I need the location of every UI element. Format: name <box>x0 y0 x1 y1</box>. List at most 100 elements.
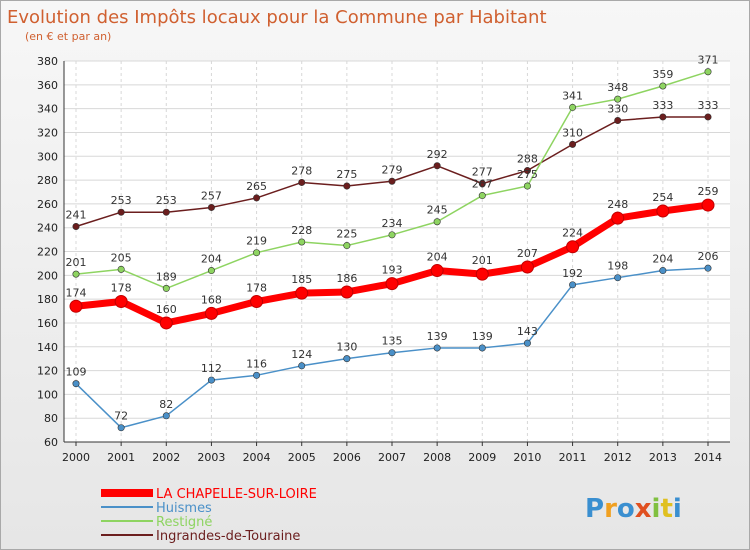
logo-letter: r <box>604 494 617 524</box>
y-tick-label: 280 <box>37 174 58 187</box>
data-point-ingrandes-de-touraine <box>569 140 577 148</box>
data-label-restign-: 245 <box>427 204 448 217</box>
data-point-huismes <box>478 344 486 352</box>
data-point-la-chapelle-sur-loire <box>69 299 83 313</box>
data-label-restign-: 348 <box>607 81 628 94</box>
data-label-huismes: 72 <box>114 410 128 423</box>
x-tick-label: 2003 <box>197 451 225 464</box>
y-tick-label: 360 <box>37 79 58 92</box>
x-tick-label: 2009 <box>468 451 496 464</box>
y-tick-label: 300 <box>37 150 58 163</box>
data-label-la-chapelle-sur-loire: 185 <box>291 273 312 286</box>
logo-letter: i <box>652 494 661 524</box>
data-point-ingrandes-de-touraine <box>207 203 215 211</box>
data-label-restign-: 225 <box>336 228 357 241</box>
data-point-restign- <box>478 192 486 200</box>
logo-letter: x <box>635 494 652 524</box>
y-tick-label: 260 <box>37 198 58 211</box>
data-point-restign- <box>117 265 125 273</box>
data-label-ingrandes-de-touraine: 275 <box>336 168 357 181</box>
data-point-la-chapelle-sur-loire <box>520 260 534 274</box>
data-label-restign-: 341 <box>562 89 583 102</box>
data-point-la-chapelle-sur-loire <box>204 306 218 320</box>
data-label-ingrandes-de-touraine: 257 <box>201 189 222 202</box>
series-layer <box>69 68 715 432</box>
x-tick-label: 2004 <box>243 451 271 464</box>
data-point-restign- <box>433 218 441 226</box>
data-label-ingrandes-de-touraine: 253 <box>111 194 132 207</box>
logo-letter: o <box>617 494 635 524</box>
y-tick-label: 320 <box>37 126 58 139</box>
data-label-restign-: 371 <box>698 54 719 67</box>
data-label-la-chapelle-sur-loire: 178 <box>246 282 267 295</box>
data-label-la-chapelle-sur-loire: 178 <box>111 282 132 295</box>
data-label-huismes: 135 <box>382 335 403 348</box>
data-point-restign- <box>162 284 170 292</box>
data-point-restign- <box>659 82 667 90</box>
data-point-restign- <box>253 249 261 257</box>
x-tick-label: 2014 <box>694 451 722 464</box>
data-point-la-chapelle-sur-loire <box>430 264 444 278</box>
data-label-ingrandes-de-touraine: 310 <box>562 126 583 139</box>
x-tick-label: 2011 <box>559 451 587 464</box>
data-point-la-chapelle-sur-loire <box>701 198 715 212</box>
data-label-la-chapelle-sur-loire: 224 <box>562 227 583 240</box>
chart-subtitle: (en € et par an) <box>25 30 111 43</box>
data-label-restign-: 234 <box>382 217 403 230</box>
data-label-la-chapelle-sur-loire: 201 <box>472 254 493 267</box>
data-label-ingrandes-de-touraine: 253 <box>156 194 177 207</box>
data-label-la-chapelle-sur-loire: 248 <box>607 198 628 211</box>
logo-text: Proxiti <box>585 494 682 524</box>
x-tick-label: 2013 <box>649 451 677 464</box>
legend-label: Ingrandes-de-Touraine <box>156 529 300 544</box>
data-point-restign- <box>207 267 215 275</box>
chart-title: Evolution des Impôts locaux pour la Comm… <box>7 7 547 28</box>
x-tick-label: 2001 <box>107 451 135 464</box>
data-point-ingrandes-de-touraine <box>117 208 125 216</box>
data-point-huismes <box>433 344 441 352</box>
y-tick-label: 240 <box>37 222 58 235</box>
data-label-ingrandes-de-touraine: 241 <box>66 208 87 221</box>
data-label-huismes: 206 <box>698 250 719 263</box>
grid-layer <box>64 60 730 443</box>
y-tick-label: 160 <box>37 317 58 330</box>
data-point-ingrandes-de-touraine <box>704 113 712 121</box>
data-label-huismes: 130 <box>336 341 357 354</box>
data-label-la-chapelle-sur-loire: 204 <box>427 251 448 264</box>
data-label-huismes: 198 <box>607 260 628 273</box>
data-label-la-chapelle-sur-loire: 168 <box>201 293 222 306</box>
proxiti-logo: Proxiti <box>585 494 682 524</box>
data-label-restign-: 275 <box>517 168 538 181</box>
data-label-la-chapelle-sur-loire: 259 <box>698 185 719 198</box>
data-point-la-chapelle-sur-loire <box>114 295 128 309</box>
y-tick-label: 100 <box>37 388 58 401</box>
data-point-restign- <box>343 242 351 250</box>
data-point-restign- <box>298 238 306 246</box>
data-label-ingrandes-de-touraine: 279 <box>382 163 403 176</box>
data-point-huismes <box>659 267 667 275</box>
data-point-ingrandes-de-touraine <box>343 182 351 190</box>
data-point-huismes <box>253 371 261 379</box>
y-tick-label: 180 <box>37 293 58 306</box>
data-label-huismes: 143 <box>517 325 538 338</box>
data-point-la-chapelle-sur-loire <box>340 285 354 299</box>
data-point-huismes <box>343 355 351 363</box>
logo-letter: t <box>660 494 672 524</box>
data-label-ingrandes-de-touraine: 292 <box>427 148 448 161</box>
data-label-ingrandes-de-touraine: 330 <box>607 103 628 116</box>
data-label-huismes: 124 <box>291 348 312 361</box>
data-label-huismes: 192 <box>562 267 583 280</box>
data-point-ingrandes-de-touraine <box>433 162 441 170</box>
data-point-ingrandes-de-touraine <box>614 117 622 125</box>
data-point-ingrandes-de-touraine <box>253 194 261 202</box>
data-point-huismes <box>704 264 712 272</box>
data-label-la-chapelle-sur-loire: 174 <box>66 286 87 299</box>
data-label-restign-: 228 <box>291 224 312 237</box>
data-point-restign- <box>614 95 622 103</box>
data-point-restign- <box>72 270 80 278</box>
data-point-huismes <box>72 380 80 388</box>
data-label-ingrandes-de-touraine: 333 <box>652 99 673 112</box>
data-label-huismes: 139 <box>427 330 448 343</box>
data-point-huismes <box>117 424 125 432</box>
